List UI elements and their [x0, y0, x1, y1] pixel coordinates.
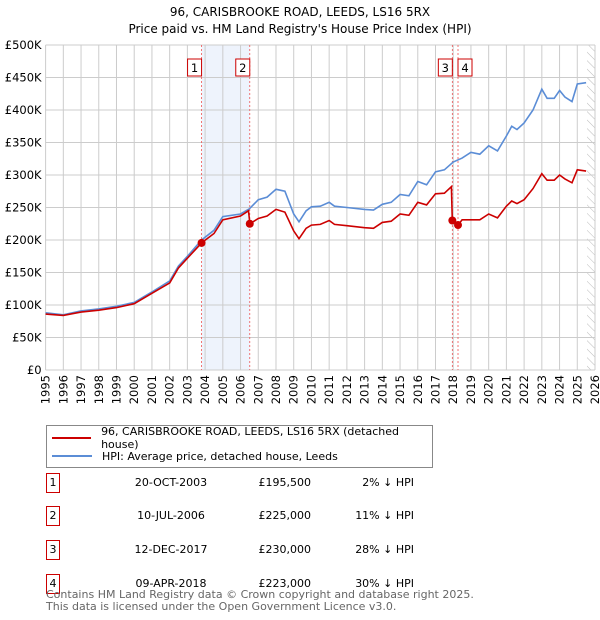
x-tick-label: 2006	[234, 375, 248, 404]
price-paid-line	[45, 168, 587, 317]
footer-line: Contains HM Land Registry data © Crown c…	[46, 588, 474, 601]
sale-row: 2 10-JUL-2006 £225,000 11% ↓ HPI	[46, 506, 414, 526]
sale-number: 1	[46, 473, 60, 493]
x-tick-label: 2017	[428, 375, 442, 404]
x-tick-label: 2019	[464, 375, 478, 404]
sale-row: 1 20-OCT-2003 £195,500 2% ↓ HPI	[46, 473, 414, 493]
sale-label-box	[235, 58, 251, 77]
x-tick-label: 1995	[39, 375, 53, 404]
sale-hpi-diff: 11% ↓ HPI	[355, 509, 414, 522]
x-tick-label: 2016	[411, 375, 425, 404]
sale-label: 1	[191, 61, 198, 75]
x-tick-label: 2002	[163, 375, 177, 404]
y-tick-label: £450K	[5, 71, 42, 85]
sale-label: 4	[461, 61, 468, 75]
x-tick-label: 2018	[446, 375, 460, 404]
footer: Contains HM Land Registry data © Crown c…	[46, 589, 474, 613]
sale-hpi-diff: 30% ↓ HPI	[355, 577, 414, 590]
hpi-line	[45, 81, 587, 316]
sale-price: £223,000	[258, 577, 312, 590]
legend-item-hpi: HPI: Average price, detached house, Leed…	[47, 447, 338, 465]
chart-subtitle: Price paid vs. HM Land Registry's House …	[128, 22, 471, 36]
sale-number: 4	[46, 574, 60, 594]
sale-label-box	[457, 58, 473, 77]
footer-line: This data is licensed under the Open Gov…	[46, 600, 397, 613]
legend-label: HPI: Average price, detached house, Leed…	[102, 449, 338, 463]
price-chart: 96, CARISBROOKE ROAD, LEEDS, LS16 5RX Pr…	[5, 5, 600, 404]
sale-point	[197, 238, 206, 247]
sale-number: 2	[46, 506, 60, 526]
x-tick-label: 2005	[216, 375, 230, 404]
sale-label: 2	[239, 61, 246, 75]
sale-date: 12-DEC-2017	[134, 543, 208, 556]
sale-row: 4 09-APR-2018 £223,000 30% ↓ HPI	[46, 574, 414, 594]
x-tick-label: 2023	[535, 375, 549, 404]
x-tick-label: 2025	[570, 375, 584, 404]
sale-label-box	[437, 58, 453, 77]
sale-point	[448, 216, 457, 225]
sale-label-box	[187, 58, 203, 77]
y-tick-label: £350K	[5, 136, 42, 150]
sale-hpi-diff: 2% ↓ HPI	[362, 476, 414, 489]
x-tick-label: 2003	[180, 375, 194, 404]
x-tick-label: 2009	[287, 375, 301, 404]
sale-price: £230,000	[258, 543, 312, 556]
sale-point	[454, 221, 463, 230]
x-tick-label: 2015	[393, 375, 407, 404]
x-tick-label: 2014	[375, 375, 389, 404]
x-tick-label: 2011	[322, 375, 336, 404]
x-tick-label: 2008	[269, 375, 283, 404]
x-tick-label: 2013	[358, 375, 372, 404]
x-tick-label: 2022	[517, 375, 531, 404]
x-tick-label: 2010	[304, 375, 318, 404]
sale-hpi-diff: 28% ↓ HPI	[355, 543, 414, 556]
sale-date: 09-APR-2018	[135, 577, 207, 590]
sale-price: £195,500	[258, 476, 312, 489]
x-tick-label: 1999	[109, 375, 123, 404]
legend-swatch-blue	[52, 455, 92, 457]
sale-date: 20-OCT-2003	[134, 476, 208, 489]
y-tick-label: £300K	[5, 168, 42, 182]
legend-label: 96, CARISBROOKE ROAD, LEEDS, LS16 5RX (d…	[101, 425, 400, 451]
y-tick-label: £0	[27, 363, 42, 377]
x-tick-label: 2024	[553, 375, 567, 404]
sale-row: 3 12-DEC-2017 £230,000 28% ↓ HPI	[46, 540, 414, 560]
y-tick-label: £250K	[5, 201, 42, 215]
y-tick-label: £150K	[5, 266, 42, 280]
y-tick-label: £100K	[5, 298, 42, 312]
x-tick-label: 2021	[499, 375, 513, 404]
x-tick-label: 1997	[74, 375, 88, 404]
y-tick-label: £200K	[5, 233, 42, 247]
sale-date: 10-JUL-2006	[137, 509, 205, 522]
x-tick-label: 2020	[482, 375, 496, 404]
y-tick-label: £400K	[5, 103, 42, 117]
legend: 96, CARISBROOKE ROAD, LEEDS, LS16 5RX (d…	[46, 425, 433, 468]
x-tick-label: 2004	[198, 375, 212, 404]
chart-title: 96, CARISBROOKE ROAD, LEEDS, LS16 5RX	[170, 5, 430, 19]
x-tick-label: 2001	[145, 375, 159, 404]
sale-point	[245, 219, 254, 228]
y-tick-label: £50K	[12, 331, 42, 345]
x-tick-label: 2026	[588, 375, 600, 404]
legend-swatch-red	[52, 437, 92, 439]
sale-label: 3	[442, 61, 449, 75]
legend-item-property: 96, CARISBROOKE ROAD, LEEDS, LS16 5RX (d…	[47, 425, 432, 451]
x-tick-label: 1998	[92, 375, 106, 404]
sale-price: £225,000	[258, 509, 312, 522]
x-tick-label: 2000	[127, 375, 141, 404]
x-tick-label: 1996	[56, 375, 70, 404]
x-tick-label: 2012	[340, 375, 354, 404]
sale-number: 3	[46, 540, 60, 560]
y-tick-label: £500K	[5, 38, 42, 52]
x-tick-label: 2007	[251, 375, 265, 404]
